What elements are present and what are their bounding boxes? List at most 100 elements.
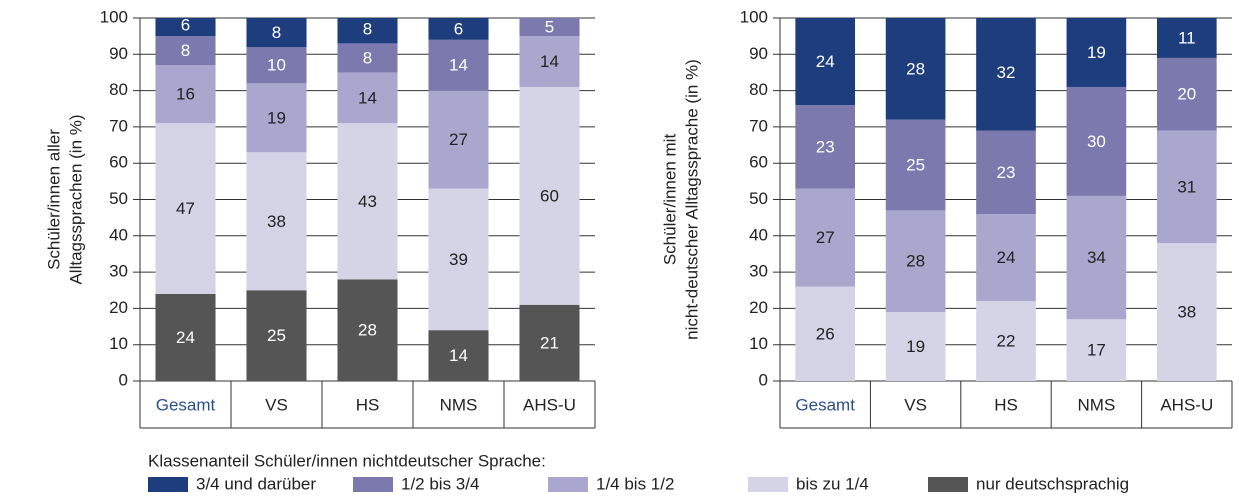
data-label: 10 (267, 56, 286, 75)
bar-segment (976, 130, 1036, 215)
legend-label: bis zu 1/4 (796, 474, 869, 493)
data-label: 32 (997, 63, 1016, 82)
legend-swatch (548, 477, 588, 492)
bar-segment (1156, 57, 1217, 131)
bar-segment (976, 214, 1036, 302)
y-tick-label: 80 (109, 80, 128, 99)
data-label: 14 (358, 88, 377, 107)
y-tick-label: 40 (749, 225, 768, 244)
data-label: 28 (358, 321, 377, 340)
bar-segment (885, 119, 946, 211)
x-tick-label: Gesamt (795, 395, 855, 414)
x-tick-label: HS (994, 395, 1018, 414)
y-axis-label-line: Schüler/innen mit (660, 134, 679, 266)
data-label: 19 (267, 108, 286, 127)
bar-segment (428, 330, 489, 381)
data-label: 27 (449, 130, 468, 149)
data-label: 8 (181, 41, 190, 60)
x-tick-label: HS (356, 395, 380, 414)
x-tick-label: AHS-U (523, 395, 576, 414)
y-tick-label: 50 (109, 189, 128, 208)
y-tick-label: 100 (740, 7, 768, 26)
y-tick-label: 100 (100, 7, 128, 26)
data-label: 23 (997, 163, 1016, 182)
y-tick-label: 0 (119, 370, 128, 389)
data-label: 17 (1087, 341, 1106, 360)
y-tick-label: 40 (109, 225, 128, 244)
legend-swatch (148, 477, 188, 492)
bar-segment (155, 18, 216, 37)
y-tick-label: 90 (749, 44, 768, 63)
data-label: 27 (816, 228, 835, 247)
legend-label: 1/2 bis 3/4 (401, 474, 479, 493)
bar-segment (337, 279, 398, 381)
data-label: 14 (540, 52, 559, 71)
bar-segment (885, 312, 946, 381)
data-label: 14 (449, 56, 468, 75)
data-label: 20 (1177, 85, 1196, 104)
legend-swatch (353, 477, 393, 492)
bar-segment (337, 43, 398, 73)
bar-segment (428, 90, 489, 189)
x-tick-label: NMS (440, 395, 478, 414)
y-tick-label: 80 (749, 80, 768, 99)
y-axis-label-line: Schüler/innen aller (44, 129, 63, 270)
data-label: 34 (1087, 248, 1106, 267)
bar-segment (1156, 243, 1217, 381)
y-axis-label: Schüler/innen mit nicht-deutscher Alltags… (660, 59, 701, 340)
y-axis-label-line: Alltagssprachen (in %) (66, 114, 85, 284)
data-label: 6 (454, 19, 463, 38)
data-label: 43 (358, 192, 377, 211)
legend-swatch (748, 477, 788, 492)
data-label: 39 (449, 250, 468, 269)
x-tick-label: Gesamt (156, 395, 216, 414)
data-label: 21 (540, 333, 559, 352)
bar-segment (428, 188, 489, 331)
legend-title: Klassenanteil Schüler/innen nichtdeutsch… (148, 451, 546, 470)
data-label: 25 (267, 326, 286, 345)
bar-segment (337, 18, 398, 44)
bar-segment (337, 72, 398, 124)
data-label: 8 (363, 48, 372, 67)
y-tick-label: 60 (749, 153, 768, 172)
y-tick-label: 30 (749, 262, 768, 281)
y-axis-label: Schüler/innen aller Alltagssprachen (in %… (44, 114, 85, 284)
x-tick-label: AHS-U (1160, 395, 1213, 414)
data-label: 24 (176, 328, 195, 347)
bar-segment (155, 36, 216, 66)
data-label: 6 (181, 16, 190, 35)
data-label: 22 (997, 332, 1016, 351)
bar-segment (428, 18, 489, 40)
y-tick-label: 20 (749, 298, 768, 317)
bar-segment (1066, 195, 1127, 320)
bar-segment (1066, 18, 1127, 87)
data-label: 11 (1178, 28, 1196, 47)
y-tick-label: 60 (109, 153, 128, 172)
y-tick-label: 0 (759, 370, 768, 389)
data-label: 24 (816, 52, 835, 71)
bar-segment (246, 18, 307, 48)
data-label: 28 (906, 252, 925, 271)
legend-label: 1/4 bis 1/2 (596, 474, 674, 493)
bar-segment (155, 123, 216, 294)
legend-swatch (928, 477, 968, 492)
bar-segment (1066, 319, 1127, 381)
data-label: 14 (449, 346, 468, 365)
data-label: 19 (1087, 43, 1106, 62)
data-label: 38 (267, 212, 286, 231)
data-label: 23 (816, 137, 835, 156)
y-tick-label: 50 (749, 189, 768, 208)
bar-segment (155, 293, 216, 381)
y-tick-label: 10 (109, 334, 128, 353)
data-label: 16 (176, 85, 195, 104)
y-tick-label: 70 (109, 116, 128, 135)
bar-segment (1156, 130, 1217, 244)
bar-segment (795, 188, 856, 287)
legend-label: nur deutschsprachig (976, 474, 1129, 493)
bar-segment (519, 86, 580, 305)
y-tick-label: 30 (109, 262, 128, 281)
data-label: 8 (363, 19, 372, 38)
data-label: 38 (1177, 303, 1196, 322)
bar-segment (155, 65, 216, 124)
